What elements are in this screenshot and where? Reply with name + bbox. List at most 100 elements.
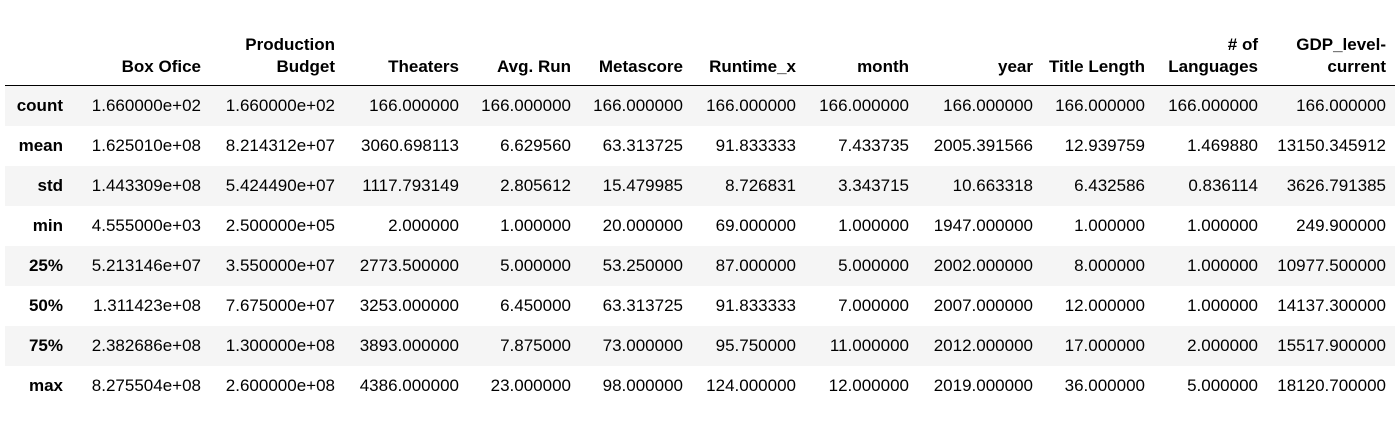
- table-cell: 10977.500000: [1277, 255, 1386, 275]
- column-header-box-ofice: Box Ofice: [121, 57, 201, 76]
- table-row: std 1.443309e+08 5.424490e+07 1117.793149 2.…: [5, 165, 1395, 206]
- row-label-max: max: [28, 375, 63, 395]
- column-header-theaters: Theaters: [388, 57, 459, 76]
- table-cell: 7.433735: [838, 135, 909, 155]
- table-cell: 1.000000: [1187, 215, 1258, 235]
- table-cell: 6.450000: [500, 295, 571, 315]
- table-cell: 4386.000000: [359, 375, 459, 395]
- table-cell: 2.000000: [1187, 335, 1258, 355]
- table-cell: 166.000000: [1055, 95, 1145, 115]
- table-cell: 12.939759: [1064, 135, 1145, 155]
- describe-table: Box Ofice Production Budget Theaters Avg. R…: [5, 20, 1395, 406]
- index-header: [5, 20, 72, 86]
- row-label-75pct: 75%: [28, 335, 63, 355]
- table-cell: 17.000000: [1064, 335, 1145, 355]
- table-cell: 36.000000: [1064, 375, 1145, 395]
- table-row: count 1.660000e+02 1.660000e+02 166.000000 1…: [5, 85, 1395, 126]
- row-label-min: min: [32, 215, 63, 235]
- table-cell: 98.000000: [602, 375, 683, 395]
- table-cell: 3.343715: [838, 175, 909, 195]
- table-cell: 1.000000: [838, 215, 909, 235]
- table-cell: 11.000000: [829, 335, 909, 355]
- table-cell: 166.000000: [943, 95, 1033, 115]
- table-cell: 1.311423e+08: [93, 295, 201, 315]
- table-cell: 7.000000: [838, 295, 909, 315]
- row-label-25pct: 25%: [28, 255, 63, 275]
- column-header-month: month: [857, 57, 909, 76]
- column-header-runtime-x: Runtime_x: [709, 57, 796, 76]
- table-cell: 1.660000e+02: [91, 95, 201, 115]
- table-cell: 23.000000: [490, 375, 571, 395]
- table-cell: 3893.000000: [359, 335, 459, 355]
- table-cell: 69.000000: [715, 215, 796, 235]
- table-cell: 6.432586: [1074, 175, 1145, 195]
- table-row: 25% 5.213146e+07 3.550000e+07 2773.500000 5.…: [5, 245, 1395, 286]
- table-cell: 95.750000: [715, 335, 796, 355]
- row-label-std: std: [37, 175, 64, 195]
- table-cell: 166.000000: [1168, 95, 1258, 115]
- table-cell: 166.000000: [706, 95, 796, 115]
- table-cell: 166.000000: [1296, 95, 1386, 115]
- table-cell: 1.000000: [1074, 215, 1145, 235]
- table-cell: 63.313725: [602, 295, 683, 315]
- table-cell: 1.000000: [1187, 295, 1258, 315]
- table-cell: 249.900000: [1296, 215, 1386, 235]
- table-cell: 18120.700000: [1277, 375, 1386, 395]
- table-cell: 10.663318: [952, 175, 1033, 195]
- row-label-50pct: 50%: [28, 295, 63, 315]
- table-cell: 7.675000e+07: [225, 295, 335, 315]
- table-cell: 8.000000: [1074, 255, 1145, 275]
- table-cell: 5.000000: [500, 255, 571, 275]
- table-cell: 0.836114: [1188, 175, 1258, 195]
- table-cell: 13150.345912: [1277, 135, 1386, 155]
- table-cell: 124.000000: [706, 375, 796, 395]
- table-row: 50% 1.311423e+08 7.675000e+07 3253.000000 6.…: [5, 286, 1395, 326]
- table-body: count 1.660000e+02 1.660000e+02 166.000000 1…: [5, 85, 1395, 406]
- table-cell: 5.000000: [838, 255, 909, 275]
- table-cell: 3626.791385: [1286, 175, 1386, 195]
- column-header-avg-run: Avg. Run: [497, 57, 571, 76]
- table-cell: 1.625010e+08: [91, 135, 201, 155]
- column-header-num-of-languages: # of Languages: [1168, 35, 1258, 76]
- table-cell: 2.000000: [388, 215, 459, 235]
- table-cell: 1947.000000: [933, 215, 1033, 235]
- table-cell: 12.000000: [828, 375, 909, 395]
- table-cell: 166.000000: [593, 95, 683, 115]
- table-cell: 166.000000: [369, 95, 459, 115]
- table-cell: 15517.900000: [1277, 335, 1386, 355]
- table-cell: 3253.000000: [359, 295, 459, 315]
- table-header: Box Ofice Production Budget Theaters Avg. R…: [5, 20, 1395, 86]
- table-cell: 8.214312e+07: [225, 135, 335, 155]
- table-cell: 12.000000: [1064, 295, 1145, 315]
- header-row: Box Ofice Production Budget Theaters Avg. R…: [5, 20, 1395, 86]
- table-cell: 3.550000e+07: [225, 255, 335, 275]
- table-cell: 1.469880: [1187, 135, 1258, 155]
- table-cell: 166.000000: [481, 95, 571, 115]
- table-cell: 2005.391566: [933, 135, 1033, 155]
- table-cell: 2019.000000: [933, 375, 1033, 395]
- table-cell: 2773.500000: [359, 255, 459, 275]
- table-cell: 2.382686e+08: [91, 335, 201, 355]
- column-header-metascore: Metascore: [598, 57, 683, 76]
- table-cell: 8.275504e+08: [91, 375, 201, 395]
- table-cell: 15.479985: [602, 175, 683, 195]
- column-header-gdp-level-current: GDP_level-current: [1296, 35, 1386, 76]
- table-cell: 7.875000: [500, 335, 571, 355]
- table-row: max 8.275504e+08 2.600000e+08 4386.000000 23…: [5, 366, 1395, 406]
- table-cell: 87.000000: [715, 255, 796, 275]
- table-cell: 5.213146e+07: [91, 255, 201, 275]
- table-cell: 1117.793149: [362, 175, 459, 195]
- table-cell: 2002.000000: [933, 255, 1033, 275]
- table-row: mean 1.625010e+08 8.214312e+07 3060.698113 6…: [5, 126, 1395, 166]
- table-cell: 1.000000: [1187, 255, 1258, 275]
- table-cell: 166.000000: [819, 95, 909, 115]
- table-cell: 2.600000e+08: [225, 375, 335, 395]
- table-cell: 3060.698113: [360, 135, 459, 155]
- column-header-title-length: Title Length: [1048, 57, 1145, 76]
- table-cell: 1.300000e+08: [225, 335, 335, 355]
- row-label-count: count: [16, 95, 63, 115]
- table-cell: 4.555000e+03: [91, 215, 201, 235]
- row-label-mean: mean: [18, 135, 63, 155]
- column-header-production-budget: Production Budget: [245, 35, 335, 76]
- table-cell: 1.000000: [500, 215, 571, 235]
